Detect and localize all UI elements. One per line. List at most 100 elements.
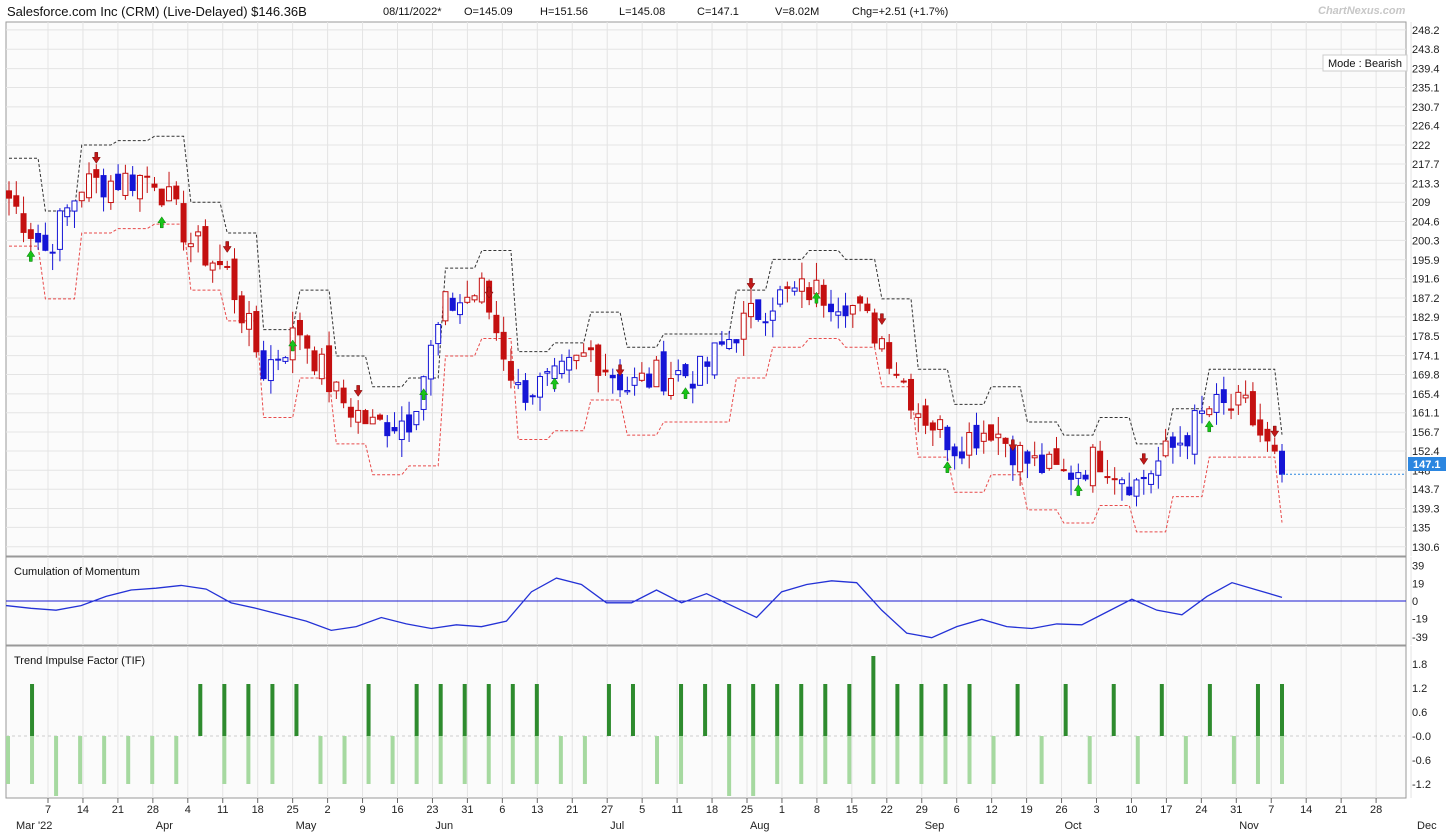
candle-body xyxy=(718,341,725,345)
tif-tick-label: 0.6 xyxy=(1412,707,1427,719)
x-tick-day: 4 xyxy=(185,804,191,816)
candle-body xyxy=(180,203,187,243)
candlesticks[interactable] xyxy=(6,162,1407,507)
candle-body xyxy=(1279,450,1285,475)
last-price-badge xyxy=(1408,457,1446,471)
quote-close: C=147.1 xyxy=(697,6,739,18)
candle-body xyxy=(398,420,405,441)
x-tick-day: 23 xyxy=(426,804,438,816)
candle-body xyxy=(471,295,478,301)
candle-body xyxy=(842,305,849,317)
buy-arrow xyxy=(157,216,167,229)
candle-body xyxy=(71,200,78,212)
candle-body xyxy=(747,302,754,318)
quote-high: H=151.56 xyxy=(540,6,589,18)
tif-bar-positive xyxy=(438,684,443,736)
candle-body xyxy=(187,243,194,248)
candle-body xyxy=(282,357,289,362)
tif-bar-negative xyxy=(102,736,107,784)
candle-body xyxy=(609,374,616,379)
candle-body xyxy=(1089,446,1096,487)
candle-body xyxy=(333,381,340,392)
x-tick-month: Jul xyxy=(610,820,624,832)
tif-bar-negative xyxy=(54,736,59,796)
candle-body xyxy=(56,210,63,250)
candle-body xyxy=(1002,437,1009,444)
tif-bar-positive xyxy=(679,684,684,736)
tif-bar-positive xyxy=(510,684,515,736)
candle-body xyxy=(682,364,689,377)
x-tick-day: 12 xyxy=(986,804,998,816)
candle-body xyxy=(1177,442,1184,446)
x-tick-day: 21 xyxy=(1335,804,1347,816)
candle-body xyxy=(1264,428,1271,442)
candle-body xyxy=(755,299,762,320)
tif-bar-positive xyxy=(486,684,491,736)
x-tick-day: 28 xyxy=(1370,804,1382,816)
x-tick-day: 31 xyxy=(461,804,473,816)
candle-body xyxy=(13,195,20,207)
grid-lines xyxy=(6,22,1412,798)
x-tick-day: 5 xyxy=(639,804,645,816)
price-tick-label: 204.6 xyxy=(1412,217,1440,229)
candle-body xyxy=(638,372,645,381)
candle-body xyxy=(1148,473,1155,485)
tif-bar-negative xyxy=(751,736,756,796)
sell-arrow xyxy=(877,313,887,326)
tif-bar-negative xyxy=(222,736,227,784)
price-tick-label: 187.2 xyxy=(1412,293,1440,305)
tif-bar-negative xyxy=(390,736,395,784)
price-tick-label: 130.6 xyxy=(1412,542,1440,554)
x-tick-day: 14 xyxy=(77,804,89,816)
candle-body xyxy=(900,380,907,383)
price-tick-label: 195.9 xyxy=(1412,255,1440,267)
tif-tick-label: -0.6 xyxy=(1412,755,1431,767)
x-tick-month: Aug xyxy=(750,820,770,832)
candle-body xyxy=(136,174,143,200)
candle-body xyxy=(267,359,274,382)
candle-body xyxy=(667,378,674,397)
candle-body xyxy=(573,354,580,362)
quote-open: O=145.09 xyxy=(464,6,513,18)
tif-tick-label: 1.8 xyxy=(1412,659,1427,671)
tif-bar-positive xyxy=(1255,684,1260,736)
tif-bar-positive xyxy=(1111,684,1116,736)
panel-backgrounds xyxy=(5,21,1407,799)
candle-body xyxy=(1169,436,1176,448)
momentum-panel[interactable] xyxy=(5,577,1406,639)
price-tick-label: 161.1 xyxy=(1412,408,1440,420)
candle-body xyxy=(864,303,871,312)
candle-body xyxy=(733,339,740,344)
candle-body xyxy=(1155,460,1162,476)
mode-badge xyxy=(1322,54,1408,72)
candle-body xyxy=(340,387,347,404)
momentum-tick-label: -19 xyxy=(1412,613,1428,625)
x-tick-day: 24 xyxy=(1195,804,1207,816)
tif-bar-positive xyxy=(775,684,780,736)
quote-volume: V=8.02M xyxy=(775,6,820,18)
candle-body xyxy=(646,373,653,388)
buy-arrow xyxy=(1073,484,1083,496)
sell-arrow xyxy=(91,152,101,164)
candle-body xyxy=(624,390,631,393)
tif-tick-label: -1.2 xyxy=(1412,779,1431,791)
tif-bar-positive xyxy=(1015,684,1020,736)
candle-body xyxy=(871,312,878,344)
x-tick-day: 18 xyxy=(252,804,264,816)
candle-body xyxy=(784,286,791,289)
candle-body xyxy=(529,395,536,398)
candle-body xyxy=(886,342,893,369)
candle-body xyxy=(369,416,376,425)
candle-body xyxy=(1198,410,1205,414)
candle-body xyxy=(1249,391,1256,426)
tif-bar-negative xyxy=(486,736,491,784)
candle-body xyxy=(6,190,12,199)
candle-body xyxy=(1046,453,1053,469)
candle-body xyxy=(617,373,624,391)
tif-bar-positive xyxy=(823,684,828,736)
tif-bar-negative xyxy=(847,736,852,784)
candle-body xyxy=(49,251,56,254)
candle-body xyxy=(166,186,173,202)
tif-panel[interactable] xyxy=(6,656,1406,796)
